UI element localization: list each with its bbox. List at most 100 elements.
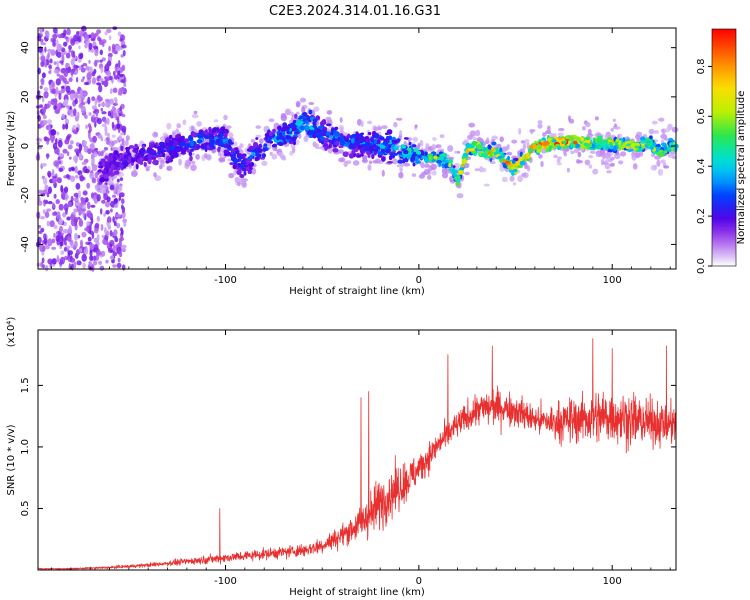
spectrogram-band-cell [555,143,560,147]
spectrogram-noise-cell [111,105,116,113]
spectrogram-noise-cell [119,66,124,74]
spectrogram-band-cell [157,147,161,151]
spectrogram-noise-cell [101,234,105,238]
spectrogram-noise-cell [116,123,121,129]
spectrogram-noise-cell [96,215,101,222]
spectrogram-noise-cell [41,163,47,167]
spectrogram-band-cell [157,150,161,156]
spectrogram-band-cell [123,154,128,159]
spectrogram-band-cell [605,143,609,147]
spectrogram-noise-cell [89,143,95,151]
spectrogram-band-cell [640,140,646,144]
spectrogram-noise-cell [96,194,101,202]
spectrogram-halo-cell [483,183,490,187]
spectrogram-halo-cell [588,155,594,159]
spectrogram-halo-cell [117,147,121,152]
spectrogram-band-cell [379,144,386,149]
spectrogram-band-cell [330,140,335,145]
spectrogram-band-cell [385,149,391,154]
spectrogram-band-cell [120,145,124,151]
spectrogram-band-cell [369,145,375,152]
spectrogram-halo-cell [604,158,609,164]
spectrogram-noise-cell [52,38,56,47]
spectrogram-halo-cell [338,157,344,163]
snr-line-series [37,338,677,570]
spectrogram-noise-cell [120,54,124,58]
spectrogram-noise-cell [106,71,112,78]
spectrogram-band-cell [487,144,492,150]
spectrogram-noise-cell [89,255,94,261]
spectrogram-band-cell [462,158,466,164]
spectrogram-noise-cell [79,248,83,253]
spectrogram-band-cell [168,150,175,157]
spectrogram-noise-cell [40,55,46,62]
spectrogram-band-cell [499,147,503,153]
spectrogram-noise-cell [62,123,66,130]
spectrogram-halo-cell [517,175,523,183]
spectrogram-halo-cell [577,160,583,164]
spectrogram-halo-cell [660,134,668,139]
spectrogram-noise-cell [88,131,91,140]
spectrogram-noise-cell [70,140,74,145]
spectrogram-band-cell [447,159,454,164]
spectrogram-band-cell [647,142,652,147]
spectrogram-noise-cell [89,172,95,179]
spectrogram-noise-cell [52,178,56,185]
spectrogram-noise-cell [73,108,77,117]
spectrogram-halo-cell [584,159,591,166]
spectrogram-halo-cell [412,136,418,143]
spectrogram-noise-cell [116,222,121,229]
spectrogram-halo-cell [595,132,602,137]
spectrogram-halo-cell [537,123,543,129]
spectrogram-noise-cell [95,254,100,261]
spectrogram-noise-cell [99,49,104,56]
spectrogram-y-axis-label: Frequency (Hz) [6,111,17,187]
spectrogram-band-cell [317,125,324,130]
spectrogram-noise-cell [51,88,57,95]
spectrogram-band-cell [289,122,296,128]
spectrogram-frame [37,27,677,270]
spectrogram-noise-cell [64,139,70,145]
spectrogram-band-cell [190,148,194,152]
spectrogram-noise-cell [47,186,53,194]
spectrogram-band-cell [509,169,513,173]
spectrogram-band-cell [223,149,229,153]
spectrogram-halo-cell [573,148,580,154]
spectrogram-band-cell [386,129,393,135]
spectrogram-noise-cell [45,30,50,39]
spectrogram-panel: -100 0 100 -40 -20 0 20 40 Height of straight … [6,25,679,297]
spectrogram-noise-cell [40,216,45,220]
spectrogram-band-cell [232,164,237,169]
spectrogram-band-cell [415,160,421,164]
spectrogram-noise-cell [82,140,87,146]
spectrogram-band-cell [233,159,238,164]
spectrogram-band-cell [255,137,259,140]
spectrogram-halo-cell [195,153,200,160]
spectrogram-noise-cell [84,227,90,232]
spectrogram-halo-cell [295,100,301,107]
spectrogram-band-cell [491,141,497,146]
spectrogram-noise-cell [101,111,107,115]
spectrogram-band-cell [272,128,276,133]
spectrogram-band-cell [167,157,173,163]
spectrogram-y-tick-label: 40 [20,41,31,54]
spectrogram-x-tick-label: -100 [214,275,237,286]
spectrogram-band-cell [334,126,339,130]
spectrogram-halo-cell [660,159,666,164]
spectrogram-noise-cell [102,41,105,48]
spectrogram-halo-cell [506,151,513,156]
spectrogram-x-ticks: -100 0 100 [51,28,671,286]
spectrogram-band-cell [219,130,225,134]
spectrogram-noise-cell [94,184,100,191]
spectrogram-noise-cell [79,218,83,224]
spectrogram-noise-cell [92,260,98,266]
spectrogram-band-cell [453,170,459,174]
spectrogram-noise-cell [87,212,92,219]
spectrogram-band-cell [433,155,438,160]
spectrogram-band-cell [507,165,512,169]
spectrogram-noise-cell [76,111,80,120]
spectrogram-noise-cell [56,131,60,136]
spectrogram-halo-cell [650,164,657,171]
spectrogram-band-cell [205,134,210,139]
spectrogram-noise-cell [55,235,60,242]
